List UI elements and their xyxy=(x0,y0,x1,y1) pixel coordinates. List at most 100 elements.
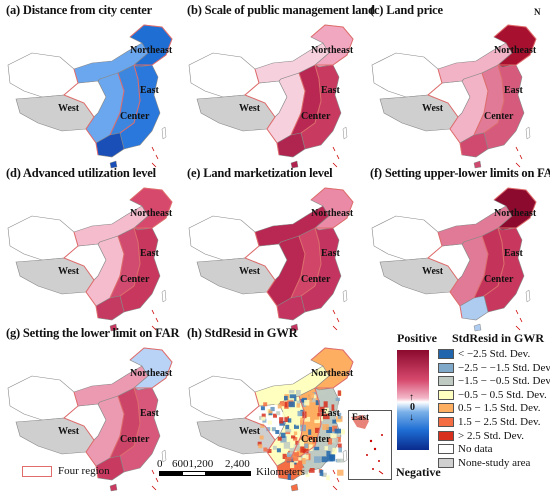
resid-cell xyxy=(330,433,337,439)
four-region-boundary-northeast xyxy=(493,24,537,66)
four-region-boundary-center xyxy=(109,227,141,299)
south-sea-inset: East xyxy=(348,410,392,480)
resid-cell xyxy=(301,402,307,407)
region-taiwan xyxy=(342,126,348,140)
map-panel: (b) Scale of public management land West E… xyxy=(183,3,375,169)
region-label-west: West xyxy=(239,266,261,277)
resid-cell xyxy=(273,413,277,418)
gradient-colorbar xyxy=(397,350,429,450)
panel-title: (h) StdResid in GWR xyxy=(187,326,298,340)
four-region-boundary-center xyxy=(290,64,322,136)
resid-cell xyxy=(321,456,328,463)
resid-cell xyxy=(300,446,306,453)
resid-cell xyxy=(279,401,285,407)
four-region-boundary-northeast xyxy=(493,187,537,229)
region-xinjiang xyxy=(188,375,260,421)
four-region-boundary-northeast xyxy=(310,347,354,389)
resid-cell xyxy=(319,414,323,422)
region-label-west: West xyxy=(239,103,261,114)
legend-class-label: −1.5 − −0.5 Std. Dev. xyxy=(458,375,550,388)
resid-cell xyxy=(302,458,306,465)
region-label-west: West xyxy=(422,266,444,277)
resid-cell xyxy=(285,431,291,435)
map-panel: (h) StdResid in GWR West East Center Northea… xyxy=(183,326,363,492)
resid-cell xyxy=(308,392,314,399)
region-taiwan xyxy=(161,126,167,140)
map-panel: (c) Land price West East Center Northeast N xyxy=(366,3,546,169)
legend-swatch xyxy=(438,349,454,359)
legend-swatch xyxy=(438,457,454,468)
region-label-east: East xyxy=(140,85,159,96)
region-xinjiang xyxy=(188,215,260,261)
resid-cell xyxy=(296,457,302,461)
four-region-boundary-center xyxy=(473,227,505,299)
region-taiwan xyxy=(161,449,167,463)
resid-cell xyxy=(261,416,266,421)
resid-cell xyxy=(296,403,301,408)
region-label-east: East xyxy=(504,85,523,96)
resid-cell xyxy=(283,441,291,449)
resid-cell xyxy=(259,435,264,440)
four-region-label: Four region xyxy=(58,465,110,477)
legend-class-label: 1.5 − 2.5 Std. Dev. xyxy=(458,416,541,428)
resid-cell xyxy=(295,440,299,445)
region-label-northeast: Northeast xyxy=(130,45,173,56)
south-sea-islands xyxy=(151,146,159,168)
resid-cell xyxy=(314,446,320,451)
legend-resid-title: StdResid in GWR xyxy=(452,331,545,345)
resid-cell xyxy=(292,461,297,465)
resid-cell xyxy=(257,441,262,446)
four-region-boundary-northeast xyxy=(310,187,354,229)
region-label-northeast: Northeast xyxy=(311,45,354,56)
resid-cell xyxy=(285,429,292,433)
resid-cell xyxy=(266,427,271,432)
resid-cell xyxy=(288,398,295,403)
four-region-boundary-center xyxy=(290,227,322,299)
north-arrow: N xyxy=(534,7,541,17)
region-hainan xyxy=(290,483,299,492)
region-xinjiang xyxy=(371,215,443,261)
resid-cell xyxy=(289,448,294,455)
region-label-west: West xyxy=(58,103,80,114)
resid-cell xyxy=(307,436,313,440)
panel-title: (e) Land marketization level xyxy=(187,166,333,180)
resid-cell xyxy=(299,439,304,447)
resid-cell xyxy=(259,415,264,420)
region-label-northeast: Northeast xyxy=(130,368,173,379)
south-sea-islands xyxy=(151,309,159,331)
resid-cell xyxy=(268,409,273,414)
inset-east-label: East xyxy=(352,412,370,422)
resid-cell xyxy=(267,420,272,425)
colorbar-arrow-up: ↑ xyxy=(409,392,414,403)
legend-class-label: No data xyxy=(458,443,493,456)
region-xinjiang xyxy=(7,375,79,421)
china-map xyxy=(371,187,537,332)
south-sea-islands xyxy=(332,146,340,168)
region-taiwan xyxy=(342,449,348,463)
resid-cell xyxy=(260,406,265,411)
resid-cell xyxy=(324,408,329,414)
legend-class-label: > 2.5 Std. Dev. xyxy=(458,429,524,442)
resid-cell xyxy=(305,396,313,402)
panel-title: (c) Land price xyxy=(370,3,443,17)
resid-cell xyxy=(263,447,268,452)
china-map xyxy=(188,24,354,169)
map-panel: (g) Setting the lower limit on FAR West Ea… xyxy=(2,326,182,492)
china-map xyxy=(188,347,354,492)
region-label-center: Center xyxy=(301,274,331,285)
resid-cell xyxy=(337,469,344,476)
china-map xyxy=(188,187,354,332)
resid-cell xyxy=(296,390,301,396)
legend-swatch xyxy=(438,389,454,400)
map-panel: (e) Land marketization level West East Cent… xyxy=(183,166,363,332)
colorbar-arrow-down: ↓ xyxy=(409,412,414,423)
four-region-boundary-west xyxy=(244,68,280,156)
resid-cell xyxy=(260,423,265,428)
legend-swatch xyxy=(438,376,454,387)
region-taiwan xyxy=(161,289,167,303)
four-region-boundary-center xyxy=(290,387,322,459)
region-xinjiang xyxy=(7,215,79,261)
resid-cell xyxy=(331,404,335,411)
resid-cell xyxy=(327,455,334,462)
region-label-center: Center xyxy=(301,111,331,122)
